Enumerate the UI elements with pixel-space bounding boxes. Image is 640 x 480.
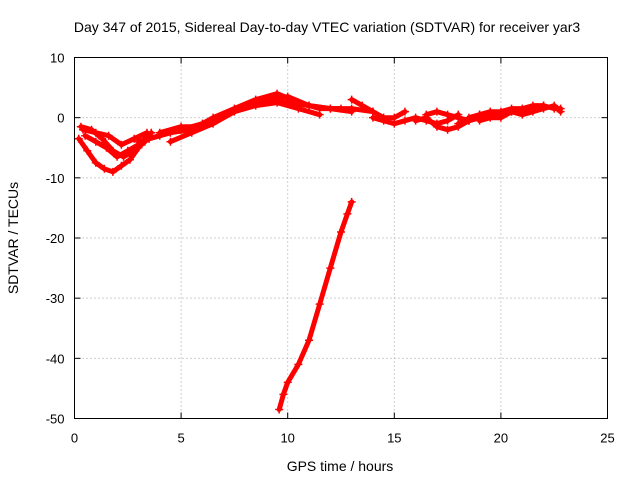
data-point — [305, 336, 314, 345]
data-point — [326, 264, 335, 273]
data-point — [187, 128, 196, 137]
series-line-6 — [146, 91, 344, 142]
data-point — [347, 95, 356, 104]
y-tick-label: 10 — [50, 51, 64, 66]
series-group — [74, 89, 565, 414]
data-point — [134, 137, 143, 146]
data-point — [528, 107, 537, 116]
data-point — [411, 116, 420, 125]
data-point — [155, 128, 164, 137]
data-point — [104, 131, 113, 140]
data-point — [145, 134, 154, 143]
data-point — [507, 107, 516, 116]
data-point — [443, 110, 452, 119]
data-point — [102, 143, 111, 152]
y-tick-label: -30 — [46, 291, 65, 306]
data-point — [400, 116, 409, 125]
data-point — [486, 113, 495, 122]
data-point — [550, 101, 559, 110]
y-tick-label: -50 — [46, 412, 65, 427]
x-axis-label: GPS time / hours — [287, 458, 394, 474]
data-point — [443, 125, 452, 134]
data-point — [279, 390, 288, 399]
data-point — [275, 405, 284, 414]
x-tick-label: 5 — [177, 431, 184, 446]
data-point — [273, 89, 282, 98]
data-point — [305, 101, 314, 110]
data-point — [123, 146, 132, 155]
data-point — [518, 110, 527, 119]
data-point — [83, 146, 92, 155]
data-point — [100, 164, 109, 173]
x-tick-label: 20 — [494, 431, 508, 446]
data-point — [91, 137, 100, 146]
data-point — [432, 107, 441, 116]
data-point — [91, 128, 100, 137]
data-point — [390, 119, 399, 128]
y-tick-label: 0 — [57, 111, 64, 126]
y-tick-label: -20 — [46, 231, 65, 246]
data-point — [294, 360, 303, 369]
data-point — [117, 140, 126, 149]
data-point — [315, 110, 324, 119]
data-point — [219, 110, 228, 119]
data-point — [556, 107, 565, 116]
data-point — [454, 119, 463, 128]
data-point — [91, 158, 100, 167]
data-point — [337, 227, 345, 236]
data-point — [130, 134, 139, 143]
series-line-16 — [276, 199, 355, 412]
x-tick-label: 0 — [71, 431, 78, 446]
data-point — [343, 209, 352, 218]
data-point — [79, 125, 88, 134]
data-point — [74, 134, 83, 143]
x-tick-label: 10 — [280, 431, 294, 446]
data-point — [241, 101, 250, 110]
data-point — [368, 113, 377, 122]
data-point — [400, 107, 409, 116]
data-point — [166, 137, 175, 146]
data-point — [539, 104, 548, 113]
x-tick-label: 15 — [387, 431, 401, 446]
data-point — [347, 104, 356, 113]
data-point — [117, 161, 126, 170]
data-point — [347, 197, 356, 206]
x-tick-label: 25 — [600, 431, 614, 446]
data-point — [283, 378, 292, 387]
data-point — [142, 128, 151, 137]
chart-title: Day 347 of 2015, Sidereal Day-to-day VTE… — [74, 19, 580, 35]
data-point — [262, 95, 271, 104]
data-point — [177, 122, 186, 131]
data-point — [198, 122, 207, 131]
data-point — [432, 122, 441, 131]
data-point — [113, 152, 122, 161]
axis-ticks: 0 5 10 15 20 25 -50 -40 -30 -20 -10 0 10 — [46, 51, 615, 446]
data-point — [315, 300, 324, 309]
data-point — [358, 101, 367, 110]
data-point — [379, 116, 388, 125]
y-tick-label: -40 — [46, 351, 65, 366]
data-point — [464, 113, 473, 122]
y-axis-label: SDTVAR / TECUs — [5, 182, 21, 294]
data-point — [81, 131, 90, 140]
series-line-9 — [349, 97, 408, 121]
data-point — [108, 167, 117, 176]
data-point — [125, 155, 134, 164]
data-point — [283, 98, 292, 107]
data-point — [496, 113, 505, 122]
y-tick-label: -10 — [46, 171, 65, 186]
data-point — [326, 104, 335, 113]
data-point — [475, 116, 484, 125]
data-point — [422, 110, 431, 119]
